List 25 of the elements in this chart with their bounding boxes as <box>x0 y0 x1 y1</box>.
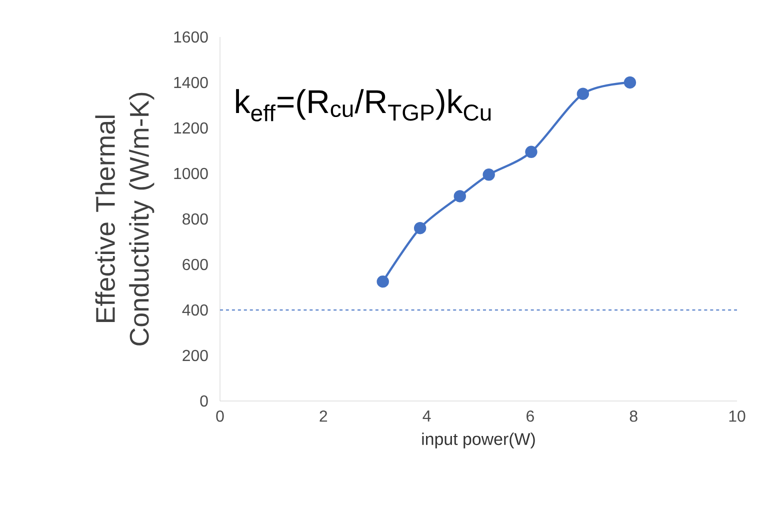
point <box>576 88 590 100</box>
point <box>482 168 495 181</box>
x-tick-label: 6 <box>526 410 534 422</box>
point <box>414 222 426 234</box>
y-tick-label: 800 <box>182 213 208 225</box>
y-tick-label: 400 <box>182 304 208 316</box>
y-tick-label: 1400 <box>174 76 208 88</box>
y-tick-label: 1000 <box>174 168 208 180</box>
point <box>454 190 466 202</box>
y-axis-title: Effective Thermal Conductivity (W/m-K) <box>95 92 154 346</box>
x-tick-label: 0 <box>216 410 224 422</box>
annotation: k$_{eff}$=(R$_{cu}$/R$_{TGP}$)k$_{Cu}$ <box>236 89 491 122</box>
x-tick-label: 8 <box>630 410 638 422</box>
point <box>525 146 538 158</box>
x-tick-label: 4 <box>422 410 431 422</box>
point <box>624 76 636 89</box>
y-tick-label: 1200 <box>174 122 208 134</box>
y-tick-label: 200 <box>182 350 208 362</box>
y-tick-label: 1600 <box>174 31 208 43</box>
x-tick-label: 2 <box>320 410 328 422</box>
x-axis-title: input power(W) <box>422 432 535 448</box>
x-tick-label: 10 <box>729 410 746 422</box>
y-tick-label: 600 <box>182 258 208 270</box>
point <box>376 275 389 288</box>
y-tick-label: 0 <box>200 395 208 407</box>
